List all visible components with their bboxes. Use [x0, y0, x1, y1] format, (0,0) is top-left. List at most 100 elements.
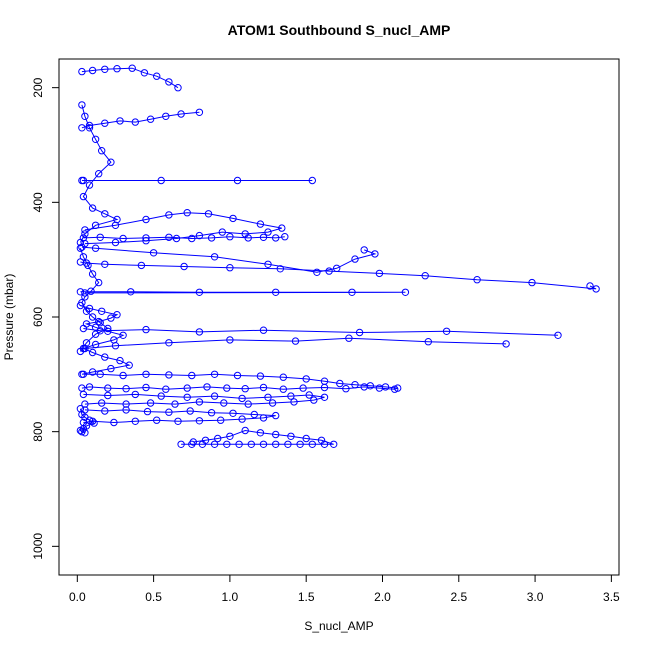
data-point: [250, 410, 259, 419]
data-point: [336, 379, 344, 388]
data-point: [165, 339, 173, 347]
data-point: [188, 234, 196, 243]
data-point: [81, 293, 89, 301]
data-point: [287, 432, 295, 440]
data-point: [88, 313, 97, 321]
data-point: [264, 228, 272, 236]
data-point: [165, 371, 173, 379]
data-point: [140, 69, 149, 77]
data-point: [143, 407, 152, 416]
data-point: [153, 416, 161, 424]
data-point: [88, 204, 97, 212]
series-13: [177, 426, 338, 448]
data-point: [85, 181, 94, 189]
data-point: [107, 364, 115, 373]
data-point: [554, 331, 562, 339]
data-point: [137, 261, 146, 270]
data-point: [345, 334, 353, 342]
data-point: [195, 231, 204, 240]
data-point: [290, 398, 298, 406]
series-5: [78, 243, 379, 276]
data-point: [244, 400, 252, 408]
data-point: [183, 393, 191, 401]
data-point: [149, 249, 158, 257]
data-point: [284, 440, 292, 448]
data-point: [78, 67, 86, 76]
data-point: [210, 392, 219, 400]
data-point: [247, 440, 256, 448]
data-point: [107, 158, 115, 166]
y-axis-label: Pressure (mbar): [2, 274, 16, 361]
data-point: [84, 261, 92, 270]
series-line: [181, 429, 334, 445]
data-point: [214, 434, 222, 443]
series-9: [78, 64, 182, 92]
data-point: [142, 237, 150, 245]
data-point: [226, 336, 234, 344]
data-point: [203, 383, 211, 391]
data-point: [98, 399, 106, 407]
data-point: [98, 147, 106, 155]
y-axis: 200 400 600 800 1000: [31, 77, 60, 560]
series-3: [79, 324, 562, 339]
data-point: [217, 416, 225, 424]
y-tick-label: 200: [31, 77, 45, 97]
series-17: [76, 405, 98, 437]
series-15: [76, 101, 121, 247]
series-16: [76, 244, 112, 356]
data-point: [88, 66, 97, 75]
data-point: [238, 394, 246, 403]
data-point: [259, 440, 268, 448]
series-2: [78, 176, 316, 185]
data-point: [592, 285, 600, 293]
series-line: [83, 328, 559, 336]
data-point: [183, 209, 191, 217]
data-point: [210, 370, 219, 378]
data-point: [276, 265, 284, 273]
data-point: [207, 409, 216, 417]
data-point: [218, 228, 227, 236]
data-point: [528, 278, 536, 287]
data-point: [360, 383, 368, 391]
data-point: [223, 384, 231, 392]
data-point: [226, 233, 234, 241]
data-point: [146, 399, 155, 407]
data-point: [207, 234, 216, 242]
data-point: [165, 233, 173, 242]
data-point: [195, 328, 204, 336]
series-line: [80, 291, 406, 294]
data-point: [91, 323, 100, 331]
data-point: [195, 417, 204, 425]
data-point: [107, 314, 115, 322]
data-point: [279, 385, 287, 393]
x-tick-label: 0.0: [69, 590, 86, 604]
data-point: [174, 84, 182, 92]
data-point: [146, 115, 155, 123]
data-point: [272, 411, 280, 420]
data-point: [91, 135, 100, 144]
data-point: [76, 238, 85, 247]
data-point: [78, 370, 86, 378]
data-point: [241, 426, 249, 435]
data-point: [233, 176, 242, 185]
series-line: [81, 246, 377, 273]
series-7: [81, 209, 286, 248]
data-point: [171, 400, 179, 408]
data-point: [330, 440, 338, 448]
data-point: [424, 338, 432, 346]
data-point: [299, 384, 307, 392]
data-point: [81, 400, 89, 408]
data-point: [351, 381, 359, 389]
data-point: [264, 393, 272, 401]
data-point: [226, 432, 234, 440]
data-point: [174, 417, 182, 425]
data-point: [259, 414, 268, 422]
data-point: [287, 392, 295, 400]
data-point: [325, 267, 333, 275]
data-point: [125, 361, 133, 369]
data-point: [177, 110, 185, 118]
data-point: [122, 400, 130, 408]
data-point: [201, 436, 210, 444]
series-10: [78, 370, 402, 393]
data-point: [320, 383, 329, 392]
